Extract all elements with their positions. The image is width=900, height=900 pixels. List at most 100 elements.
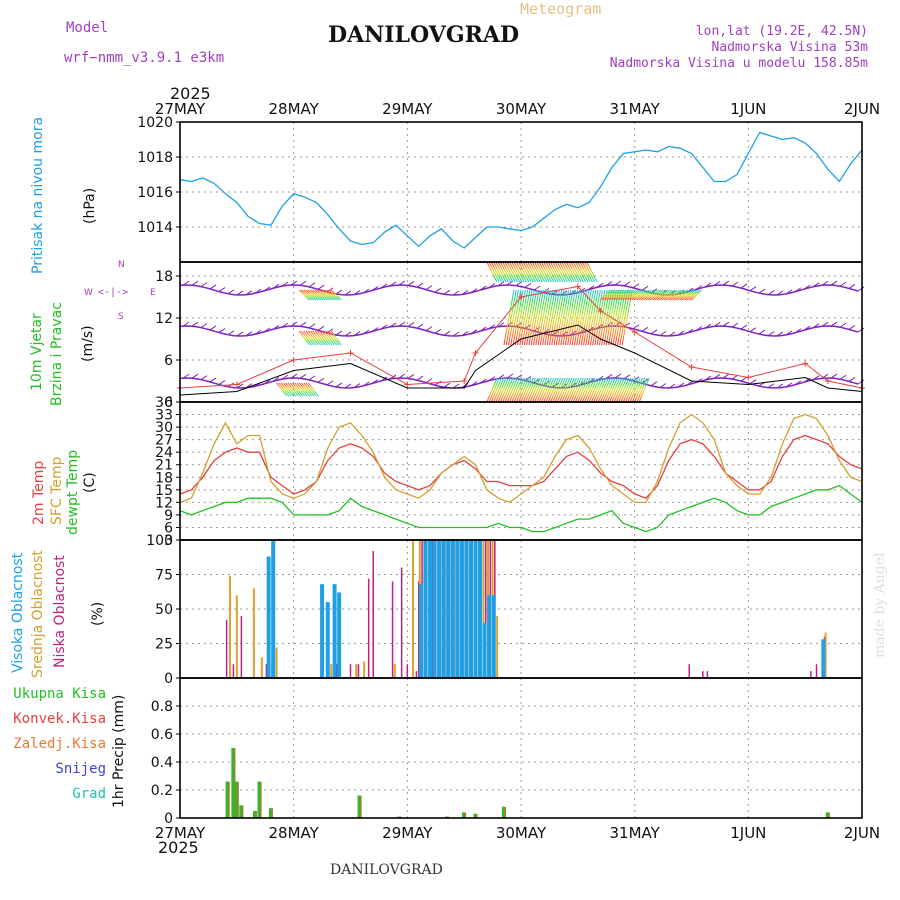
gust-fan-line: [629, 289, 641, 301]
gust-fan-line: [691, 289, 702, 301]
gust-fan-line: [579, 261, 591, 283]
wind-barb: [335, 289, 343, 295]
wind-barb: [407, 322, 415, 327]
wind-barb: [416, 282, 424, 288]
wind-barb: [515, 281, 523, 287]
hail-label: Grad: [72, 786, 106, 802]
wind-barb: [587, 285, 595, 291]
gust-fan-line: [280, 382, 292, 397]
x-tick-label-bottom: 1JUN: [730, 824, 766, 842]
gust-fan-line: [620, 377, 632, 403]
gust-fan-line: [585, 289, 597, 346]
y-tick-label: 30: [155, 420, 173, 436]
wind-direction-band: [179, 284, 859, 296]
wind-barb: [218, 328, 226, 333]
gust-fan-line: [536, 377, 548, 403]
cloud-bar: [415, 671, 418, 678]
wind-barb: [245, 383, 253, 389]
gust-fan-line: [634, 377, 646, 403]
wind-barb: [497, 322, 505, 328]
temp-series-0: [179, 434, 863, 499]
gust-fan-line: [572, 261, 584, 283]
wind-barb: [713, 322, 721, 327]
altitude-label: Nadmorska Visina 53m: [711, 40, 868, 55]
gust-fan-line: [525, 377, 537, 403]
gust-fan-line: [543, 261, 555, 283]
y-tick-label: 6: [164, 353, 173, 369]
gust-fan-line: [326, 330, 338, 346]
wind-barb: [605, 281, 613, 286]
gust-fan-line: [310, 330, 322, 346]
wind-barb: [371, 327, 379, 332]
y-tick-label: 18: [155, 269, 173, 285]
wind-barb: [857, 379, 865, 385]
gust-fan-line: [561, 261, 573, 283]
wind-barb: [290, 280, 298, 286]
gust-fan-line: [522, 377, 534, 403]
gust-fan-line: [321, 289, 333, 301]
wind-gust-marker: [404, 381, 411, 388]
gust-fan-line: [314, 289, 326, 301]
gust-fan-line: [508, 289, 519, 346]
wind-barb: [281, 322, 289, 328]
wind-barb: [794, 287, 802, 293]
gust-fan-line: [534, 261, 546, 283]
wind-barb: [452, 331, 460, 337]
gust-fan-line: [303, 289, 315, 301]
gust-fan-line: [627, 377, 639, 403]
wind-barb: [353, 331, 361, 337]
cloud-bar: [496, 615, 499, 678]
gust-fan-line: [593, 377, 605, 403]
wind-barb: [614, 373, 622, 379]
gust-fan-line: [616, 289, 627, 301]
footer-title: DANILOVGRAD: [330, 862, 443, 878]
gust-fan-line: [497, 261, 509, 283]
cloud-bar: [337, 592, 342, 678]
gust-fan-line: [670, 289, 682, 301]
gust-fan-line: [564, 289, 576, 346]
y-tick-label: 0.2: [151, 783, 173, 799]
compass-arrows-icon: <-|->: [98, 287, 129, 298]
gust-fan-line: [330, 289, 342, 301]
gust-fan-line: [587, 289, 599, 346]
gust-fan-line: [672, 289, 684, 301]
wind-barb: [272, 376, 280, 382]
gust-fan-line: [303, 382, 315, 397]
cloud-bar: [330, 664, 333, 678]
wind-barb: [443, 289, 451, 295]
wind-gust-marker: [472, 350, 479, 356]
wind-barb: [560, 331, 568, 337]
gust-fan-line: [490, 377, 502, 403]
wind-barb: [290, 321, 298, 327]
wind-barb: [677, 382, 685, 388]
wind-barb: [200, 323, 208, 329]
gust-fan-line: [319, 289, 331, 301]
wind-barb: [668, 383, 676, 389]
gust-fan-line: [317, 330, 328, 346]
wind-barb: [191, 321, 199, 327]
cloud-bar: [437, 540, 442, 678]
gust-fan-line: [545, 377, 557, 403]
wind-barb: [380, 324, 388, 330]
cloud-bar: [320, 584, 325, 678]
gust-fan-line: [529, 261, 541, 283]
precip-bar-rain: [462, 812, 465, 818]
y-tick-label: 0.6: [151, 727, 173, 743]
y-tick-label: 27: [155, 433, 173, 449]
cloud-bar: [225, 620, 228, 678]
cloud-bar: [229, 575, 232, 678]
gust-fan-line: [652, 289, 664, 301]
gust-fan-line: [538, 261, 550, 283]
gust-fan-line: [562, 289, 574, 346]
gust-fan-line: [503, 289, 515, 346]
x-tick-label-bottom: 31MAY: [610, 824, 661, 842]
gust-fan-line: [586, 377, 598, 403]
wind-barb: [335, 382, 343, 388]
gust-fan-line: [607, 289, 618, 301]
compass-east: E: [150, 288, 156, 298]
x-tick-label-bottom: 29MAY: [382, 824, 433, 842]
gust-fan-line: [517, 289, 529, 346]
wind-barb: [839, 322, 847, 328]
wind-barb: [425, 285, 433, 291]
gust-fan-line: [650, 289, 661, 301]
